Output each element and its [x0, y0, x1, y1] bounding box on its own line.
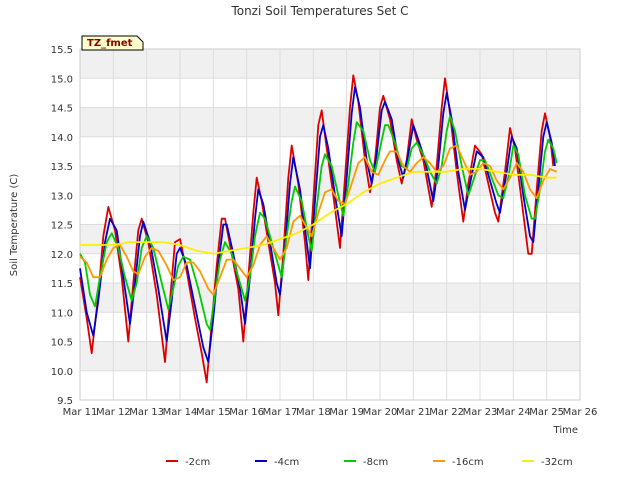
y-tick-label: 13.0 — [51, 191, 73, 202]
x-tick-label: Mar 22 — [429, 407, 464, 418]
badge-label: TZ_fmet — [87, 38, 133, 49]
legend-label: -8cm — [363, 457, 388, 468]
legend: -2cm -4cm -8cm -16cm -32cm — [166, 457, 573, 468]
y-tick-label: 12.0 — [51, 250, 73, 261]
x-tick-label: Mar 17 — [263, 407, 298, 418]
x-tick-label: Mar 12 — [96, 407, 131, 418]
series-line-32cmcm — [80, 168, 557, 255]
plot-band — [80, 78, 580, 108]
x-tick-label: Mar 20 — [363, 407, 398, 418]
legend-label: -2cm — [185, 457, 210, 468]
x-tick-label: Mar 19 — [329, 407, 364, 418]
series-line-4cmcm — [79, 86, 556, 363]
x-tick-label: Mar 13 — [129, 407, 164, 418]
x-tick-label: Mar 21 — [396, 407, 431, 418]
x-tick-label: Mar 15 — [196, 407, 231, 418]
plot-band — [80, 107, 580, 137]
series-line-8cmcm — [79, 115, 558, 331]
y-tick-label: 13.5 — [51, 162, 73, 173]
legend-label: -4cm — [274, 457, 299, 468]
x-tick-label: Mar 14 — [163, 407, 198, 418]
plot-frame — [79, 48, 581, 401]
y-tick-label: 14.5 — [51, 104, 73, 115]
x-tick-label: Mar 11 — [63, 407, 98, 418]
x-tick-label: Mar 26 — [563, 407, 598, 418]
series-lines — [79, 74, 558, 384]
legend-label: -32cm — [541, 457, 573, 468]
plot-band — [80, 49, 580, 79]
y-axis-label: Soil Temperature (C) — [9, 174, 20, 277]
plot-band — [80, 370, 580, 400]
x-tick-label: Mar 18 — [296, 407, 331, 418]
x-tick-label: Mar 16 — [229, 407, 264, 418]
x-tick-label: Mar 25 — [529, 407, 564, 418]
plot-band — [80, 341, 580, 371]
y-tick-label: 10.0 — [51, 367, 73, 378]
series-line-16cmcm — [79, 144, 558, 296]
tz-fmet-badge: TZ_fmet — [81, 35, 144, 51]
plot-band — [80, 224, 580, 254]
x-tick-label: Mar 23 — [463, 407, 498, 418]
plot-band — [80, 195, 580, 225]
y-tick-label: 11.0 — [51, 308, 73, 319]
y-tick-label: 11.5 — [51, 279, 73, 290]
y-axis: 9.5 10.0 10.5 11.0 11.5 12.0 12.5 13.0 13.5 14.0 1… — [51, 45, 73, 407]
plot-band — [80, 312, 580, 342]
y-tick-label: 10.5 — [51, 338, 73, 349]
legend-label: -16cm — [452, 457, 484, 468]
y-tick-label: 15.0 — [51, 74, 73, 85]
y-tick-label: 12.5 — [51, 221, 73, 232]
chart-title: Tonzi Soil Temperatures Set C — [230, 4, 408, 18]
x-tick-label: Mar 24 — [496, 407, 531, 418]
y-tick-label: 14.0 — [51, 133, 73, 144]
y-tick-label: 15.5 — [51, 45, 73, 56]
x-axis-label: Time — [553, 425, 578, 436]
y-tick-label: 9.5 — [57, 396, 73, 407]
